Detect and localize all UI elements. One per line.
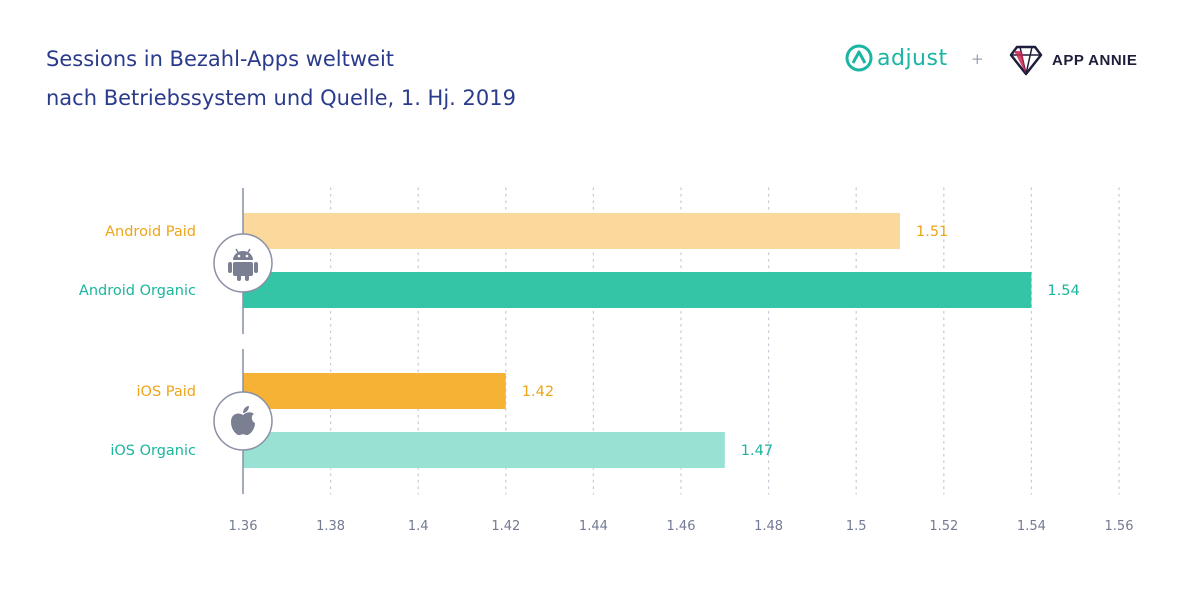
app-annie-logo: APP ANNIE bbox=[1008, 42, 1137, 78]
x-tick-label: 1.48 bbox=[754, 519, 783, 534]
x-tick-label: 1.44 bbox=[579, 519, 608, 534]
bar-android-organic bbox=[243, 272, 1032, 308]
title-line-1: Sessions in Bezahl-Apps weltweit bbox=[46, 47, 395, 71]
logo-area: adjust + APP ANNIE bbox=[845, 40, 1175, 80]
adjust-logo-icon bbox=[845, 44, 873, 72]
adjust-logo: adjust bbox=[845, 44, 948, 72]
value-label: 1.42 bbox=[522, 384, 554, 400]
x-tick-label: 1.38 bbox=[316, 519, 345, 534]
android-icon bbox=[228, 248, 258, 281]
category-label: Android Paid bbox=[105, 224, 196, 240]
x-tick-label: 1.54 bbox=[1017, 519, 1046, 534]
x-tick-label: 1.42 bbox=[491, 519, 520, 534]
bar-ios-organic bbox=[243, 432, 725, 468]
category-label: iOS Organic bbox=[110, 443, 196, 459]
app-annie-logo-text: APP ANNIE bbox=[1052, 51, 1138, 69]
x-tick-label: 1.4 bbox=[408, 519, 429, 534]
chart-title: Sessions in Bezahl-Apps weltweit nach Be… bbox=[46, 40, 516, 118]
bar-android-paid bbox=[243, 213, 900, 249]
category-label: iOS Paid bbox=[137, 384, 196, 400]
app-annie-diamond-icon bbox=[1009, 45, 1043, 76]
x-tick-label: 1.5 bbox=[846, 519, 867, 534]
bar-ios-paid bbox=[243, 373, 506, 409]
title-line-2: nach Betriebssystem und Quelle, 1. Hj. 2… bbox=[46, 86, 516, 110]
apple-icon bbox=[231, 406, 255, 436]
adjust-logo-text: adjust bbox=[877, 45, 948, 71]
value-label: 1.54 bbox=[1047, 283, 1079, 299]
plus-sign: + bbox=[971, 50, 984, 68]
x-tick-label: 1.52 bbox=[929, 519, 958, 534]
value-label: 1.51 bbox=[916, 224, 948, 240]
x-tick-label: 1.36 bbox=[229, 519, 258, 534]
x-tick-label: 1.56 bbox=[1105, 519, 1134, 534]
x-tick-label: 1.46 bbox=[667, 519, 696, 534]
category-label: Android Organic bbox=[79, 283, 196, 299]
value-label: 1.47 bbox=[741, 443, 773, 459]
